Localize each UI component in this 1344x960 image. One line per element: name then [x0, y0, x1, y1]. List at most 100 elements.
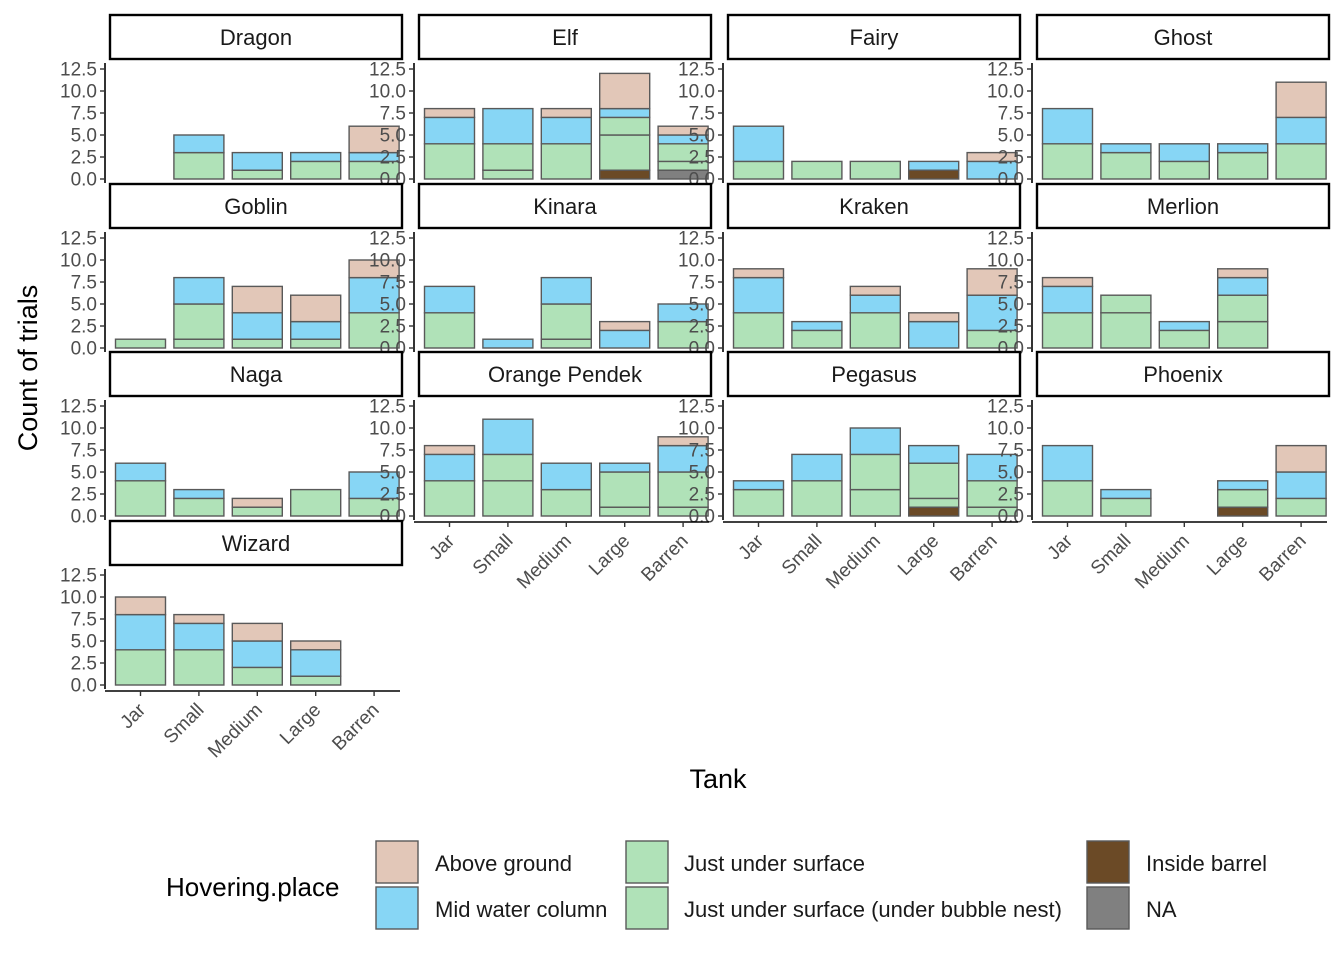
legend-key-na [1086, 886, 1130, 930]
y-tick-label: 0.0 [689, 507, 715, 528]
y-tick-label: 5.0 [998, 126, 1024, 147]
facet-panels: Dragon0.02.55.07.510.012.5Elf0.02.55.07.… [60, 13, 1331, 697]
y-tick-label: 12.5 [60, 60, 97, 81]
y-tick-label: 5.0 [689, 126, 715, 147]
bar-ghost-jar-mid [1041, 107, 1094, 145]
bar-kraken-small-mid [791, 320, 843, 332]
bar-ghost-large-mid [1216, 143, 1269, 154]
bar-merlion-jar-mid [1041, 285, 1094, 314]
bar-kraken-barren-mid [966, 294, 1018, 332]
bar-goblin-medium-bubble [231, 338, 284, 349]
bar-wizard-jar-above [114, 596, 167, 616]
y-tick-label: 5.0 [71, 126, 97, 147]
y-tick-label: 10.0 [60, 588, 97, 609]
legend-item-na: NA [1086, 886, 1177, 930]
bar-kraken-large-above [908, 312, 960, 323]
bar-phoenix-barren-mid [1275, 471, 1327, 500]
y-tick-label: 7.5 [71, 441, 97, 462]
facet-strip-merlion [1035, 182, 1331, 230]
y-tick-label: 7.5 [71, 610, 97, 631]
bar-goblin-small-just [173, 303, 225, 340]
legend-label-mid: Mid water column [435, 897, 607, 922]
bar-kraken-jar-bubble [732, 312, 785, 349]
legend-item-just: Just under surface [625, 840, 865, 884]
bar-orange-pendek-large-just [599, 471, 651, 508]
y-tick-label: 2.5 [71, 148, 97, 169]
y-tick-label: 12.5 [369, 397, 406, 418]
bar-phoenix-large-bubble [1216, 488, 1269, 508]
legend-label-na: NA [1146, 897, 1177, 922]
y-tick-label: 7.5 [380, 441, 406, 462]
bar-fairy-jar-bubble [732, 160, 785, 180]
y-tick-label: 0.0 [71, 170, 97, 191]
facet-strip-goblin [108, 182, 404, 230]
y-tick-label: 2.5 [998, 317, 1024, 338]
bar-elf-large-above [599, 72, 651, 110]
y-tick-label: 5.0 [71, 295, 97, 316]
y-tick-label: 2.5 [689, 485, 715, 506]
bar-ghost-barren-bubble [1275, 143, 1327, 180]
bar-orange-pendek-large-mid [599, 462, 651, 473]
bar-pegasus-small-mid [791, 453, 843, 482]
bar-naga-small-bubble [173, 497, 225, 517]
legend-label-bubble: Just under surface (under bubble nest) [684, 897, 1062, 922]
bar-kraken-medium-above [849, 285, 901, 296]
bar-elf-large-mid [599, 107, 651, 119]
bar-elf-jar-bubble [423, 143, 476, 180]
bar-kraken-large-mid [908, 320, 960, 349]
bar-merlion-medium-mid [1158, 320, 1211, 332]
bar-merlion-large-mid [1216, 276, 1269, 296]
bar-dragon-small-mid [173, 134, 225, 154]
y-tick-label: 2.5 [71, 654, 97, 675]
bar-fairy-medium-bubble [849, 160, 901, 180]
bar-ghost-jar-bubble [1041, 143, 1094, 180]
y-tick-label: 0.0 [998, 507, 1024, 528]
y-tick-label: 7.5 [71, 104, 97, 125]
bar-orange-pendek-medium-bubble [540, 488, 592, 517]
y-tick-label: 0.0 [71, 676, 97, 697]
facet-strip-pegasus [726, 350, 1022, 398]
bar-elf-large-barrel [599, 169, 651, 180]
bar-kraken-medium-bubble [849, 312, 901, 349]
bar-fairy-barren-above [966, 151, 1018, 163]
legend-item-barrel: Inside barrel [1086, 840, 1267, 884]
bar-wizard-medium-mid [231, 640, 284, 669]
bar-pegasus-medium-just [849, 453, 901, 491]
bar-elf-small-mid [482, 107, 534, 145]
y-tick-label: 2.5 [998, 485, 1024, 506]
bar-naga-jar-bubble [114, 480, 167, 517]
bar-pegasus-large-just [908, 462, 960, 500]
bar-merlion-jar-above [1041, 276, 1094, 288]
bar-dragon-large-mid [290, 151, 342, 163]
y-tick-label: 5.0 [998, 463, 1024, 484]
bar-wizard-small-mid [173, 622, 225, 651]
bar-kinara-jar-bubble [423, 312, 476, 349]
y-tick-label: 10.0 [60, 82, 97, 103]
y-tick-label: 2.5 [689, 317, 715, 338]
legend-item-above: Above ground [375, 840, 572, 884]
bar-pegasus-medium-bubble [849, 488, 901, 517]
facet-label-elf: Elf [552, 25, 579, 50]
bar-ghost-barren-mid [1275, 116, 1327, 145]
bar-wizard-jar-bubble [114, 649, 167, 686]
bar-ghost-medium-mid [1158, 143, 1211, 163]
facet-label-orange-pendek: Orange Pendek [488, 362, 643, 387]
bar-kinara-barren-mid [657, 303, 709, 323]
y-tick-label: 7.5 [71, 273, 97, 294]
bar-pegasus-medium-mid [849, 427, 901, 456]
y-tick-label: 7.5 [998, 273, 1024, 294]
bar-goblin-large-above [290, 294, 342, 323]
y-tick-label: 12.5 [678, 229, 715, 250]
bar-merlion-small-bubble [1100, 312, 1152, 349]
bar-phoenix-barren-bubble [1275, 497, 1327, 517]
bar-ghost-small-mid [1100, 143, 1152, 154]
bar-naga-small-mid [173, 488, 225, 500]
bar-pegasus-large-bubble [908, 497, 960, 508]
bar-ghost-large-bubble [1216, 151, 1269, 180]
bar-merlion-large-bubble [1216, 320, 1269, 349]
bar-goblin-medium-mid [231, 312, 284, 340]
